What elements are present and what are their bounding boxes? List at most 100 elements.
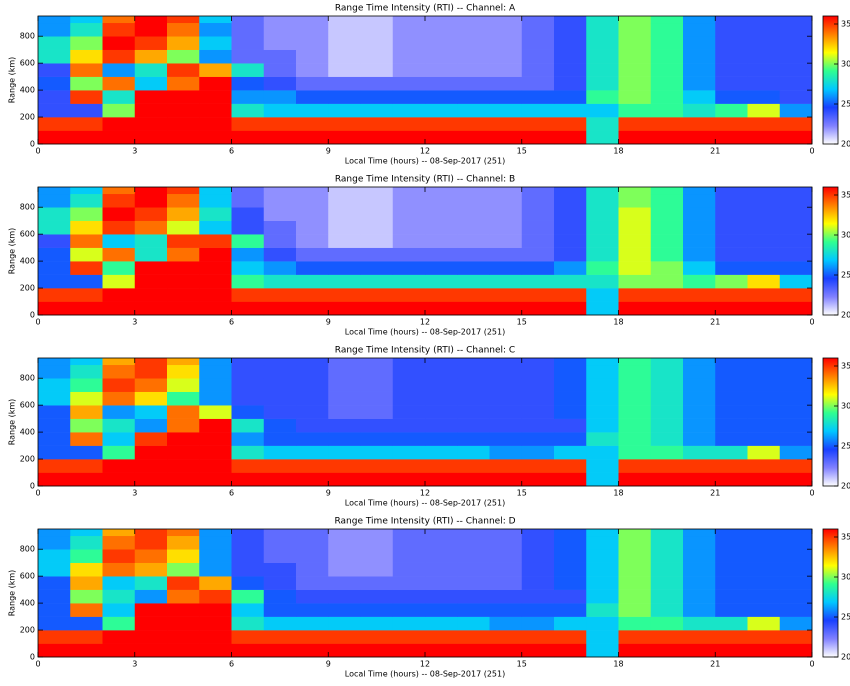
heatmap-cell bbox=[231, 288, 265, 302]
heatmap-cell bbox=[779, 391, 813, 406]
heatmap-cell bbox=[747, 562, 781, 577]
heatmap-cell bbox=[134, 418, 168, 433]
heatmap-cell bbox=[263, 589, 297, 604]
x-tick-label: 12 bbox=[420, 147, 430, 156]
heatmap-cell bbox=[650, 630, 684, 644]
heatmap-cell bbox=[779, 418, 813, 433]
heatmap-cell bbox=[554, 603, 587, 617]
heatmap-cell bbox=[715, 103, 748, 118]
heatmap-cell bbox=[618, 405, 652, 419]
x-tick-label: 18 bbox=[613, 147, 623, 156]
heatmap-cell bbox=[715, 193, 748, 208]
heatmap-cell bbox=[38, 117, 71, 131]
heatmap-cell bbox=[328, 418, 361, 433]
heatmap-cell bbox=[167, 90, 200, 104]
heatmap-cell bbox=[521, 16, 555, 24]
heatmap-cell bbox=[425, 549, 458, 563]
heatmap-cell bbox=[618, 274, 652, 289]
heatmap-cell bbox=[167, 589, 200, 604]
heatmap-cell bbox=[586, 90, 619, 104]
heatmap-cell bbox=[70, 16, 103, 24]
heatmap-cell bbox=[392, 358, 426, 366]
heatmap-cell bbox=[392, 432, 426, 446]
heatmap-cell bbox=[650, 616, 684, 631]
heatmap-cell bbox=[683, 616, 716, 631]
heatmap-cell bbox=[102, 616, 136, 631]
heatmap-cell bbox=[489, 445, 523, 460]
heatmap-cell bbox=[167, 207, 200, 221]
y-axis-label: Range (km) bbox=[8, 228, 17, 275]
heatmap-cell bbox=[102, 193, 136, 208]
heatmap-cell bbox=[489, 193, 523, 208]
heatmap-cell bbox=[328, 274, 361, 289]
heatmap-cell bbox=[167, 274, 200, 289]
heatmap-cell bbox=[650, 529, 684, 537]
heatmap-cell bbox=[167, 301, 200, 316]
heatmap-cell bbox=[38, 643, 71, 658]
colorbar-tick-label: 20 bbox=[841, 482, 850, 491]
heatmap-cell bbox=[586, 603, 619, 617]
heatmap-cell bbox=[779, 234, 813, 248]
heatmap-cell bbox=[618, 76, 652, 91]
heatmap-cell bbox=[167, 445, 200, 460]
heatmap-cell bbox=[683, 187, 716, 195]
heatmap-cell bbox=[425, 576, 458, 590]
x-tick-label: 3 bbox=[132, 147, 137, 156]
heatmap-cell bbox=[392, 603, 426, 617]
heatmap-cell bbox=[199, 193, 232, 208]
heatmap-cell bbox=[167, 63, 200, 77]
colorbar-tick-label: 35 bbox=[841, 533, 850, 542]
heatmap-cell bbox=[683, 589, 716, 604]
heatmap-cell bbox=[70, 589, 103, 604]
heatmap-cell bbox=[231, 36, 265, 50]
heatmap-cell bbox=[586, 63, 619, 77]
heatmap-cell bbox=[554, 288, 587, 302]
heatmap-cell bbox=[618, 187, 652, 195]
heatmap-cell bbox=[360, 90, 394, 104]
heatmap-cell bbox=[199, 36, 232, 50]
heatmap-cell bbox=[70, 364, 103, 379]
heatmap-cell bbox=[392, 589, 426, 604]
heatmap-cell bbox=[70, 130, 103, 145]
heatmap-cell bbox=[683, 207, 716, 221]
heatmap-cell bbox=[167, 49, 200, 64]
heatmap-cell bbox=[70, 274, 103, 289]
chart-title: Range Time Intensity (RTI) -- Channel: A bbox=[335, 4, 516, 14]
heatmap-cell bbox=[102, 220, 136, 235]
heatmap-cell bbox=[779, 261, 813, 275]
heatmap-cell bbox=[134, 49, 168, 64]
heatmap-cell bbox=[779, 288, 813, 302]
heatmap-cell bbox=[618, 117, 652, 131]
heatmap-cell bbox=[489, 103, 523, 118]
heatmap-cell bbox=[167, 562, 200, 577]
heatmap-cell bbox=[457, 274, 490, 289]
heatmap-cell bbox=[779, 562, 813, 577]
heatmap-cell bbox=[618, 418, 652, 433]
heatmap-cell bbox=[70, 603, 103, 617]
heatmap-cell bbox=[167, 529, 200, 537]
heatmap-cell bbox=[489, 187, 523, 195]
heatmap-cell bbox=[489, 36, 523, 50]
heatmap-cell bbox=[231, 49, 265, 64]
heatmap-cell bbox=[199, 459, 232, 473]
heatmap-cell bbox=[747, 22, 781, 37]
heatmap-cell bbox=[586, 301, 619, 316]
heatmap-cell bbox=[199, 529, 232, 537]
heatmap-cell bbox=[296, 405, 329, 419]
heatmap-cell bbox=[747, 193, 781, 208]
heatmap-cell bbox=[231, 643, 265, 658]
heatmap-cell bbox=[586, 549, 619, 563]
heatmap-cell bbox=[715, 261, 748, 275]
heatmap-cell bbox=[586, 418, 619, 433]
x-tick-label: 3 bbox=[132, 489, 137, 498]
heatmap-cell bbox=[360, 288, 394, 302]
heatmap-cell bbox=[199, 16, 232, 24]
heatmap-cell bbox=[618, 529, 652, 537]
y-tick-label: 400 bbox=[20, 599, 35, 608]
heatmap-cell bbox=[102, 274, 136, 289]
heatmap-cell bbox=[521, 364, 555, 379]
heatmap-cell bbox=[618, 90, 652, 104]
heatmap-cell bbox=[554, 364, 587, 379]
heatmap-cell bbox=[392, 103, 426, 118]
heatmap-cell bbox=[70, 432, 103, 446]
